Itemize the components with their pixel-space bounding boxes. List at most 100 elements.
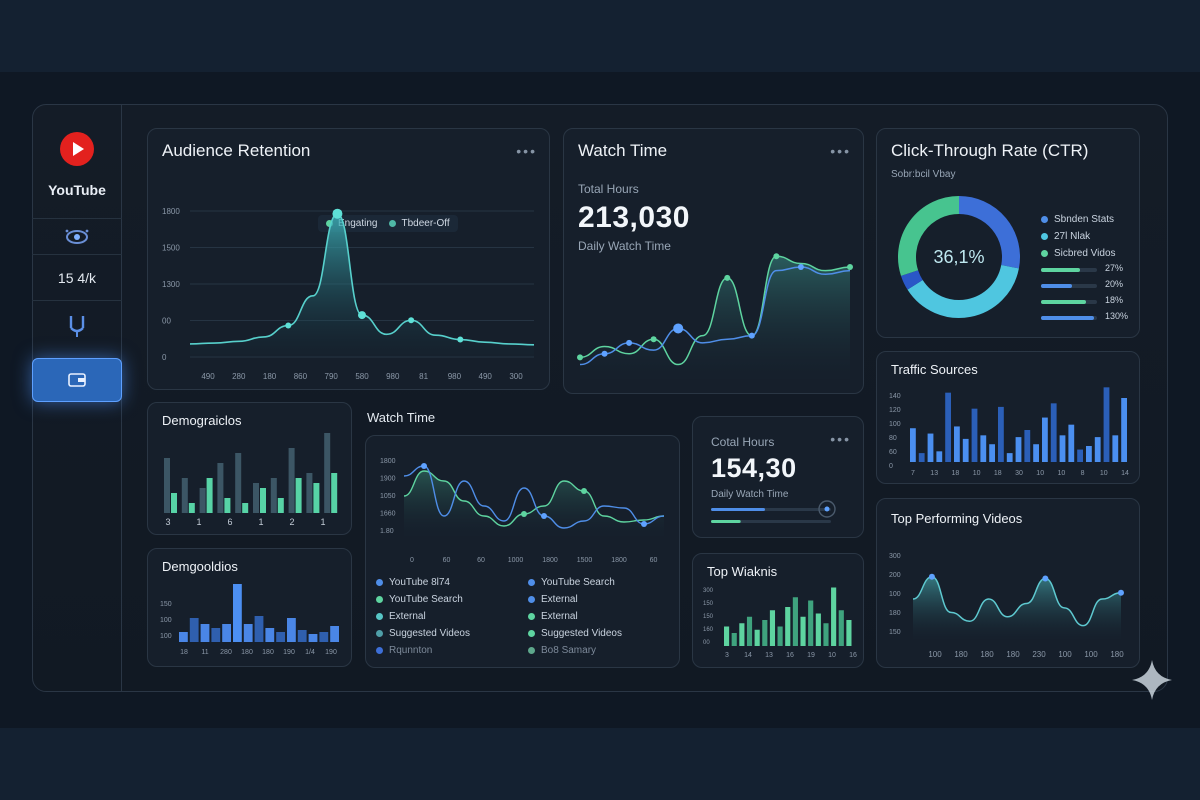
- retention-area: [190, 213, 534, 357]
- data-point: [673, 323, 684, 334]
- progress-fill: [711, 508, 765, 511]
- ctr-row-value: 130%: [1105, 311, 1129, 321]
- x-tick-label: 100: [928, 650, 942, 659]
- bar: [777, 626, 783, 646]
- progress-track: [711, 520, 831, 523]
- bar: [754, 629, 760, 646]
- x-tick-label: 280: [220, 649, 232, 656]
- x-tick-label: 10: [1100, 470, 1108, 477]
- top-videos-area: [913, 576, 1121, 639]
- bar: [808, 600, 814, 646]
- bar-green: [313, 483, 320, 513]
- card-title: Traffic Sources: [891, 362, 978, 377]
- sidebar-divider: [32, 254, 122, 255]
- total-hours-label: Total Hours: [578, 182, 639, 196]
- data-point: [1042, 575, 1049, 582]
- bar: [739, 623, 745, 646]
- y-tick-label: 1050: [380, 493, 396, 500]
- donut-slice: [898, 196, 960, 276]
- more-options-icon[interactable]: •••: [516, 143, 537, 159]
- x-tick-label: 580: [355, 372, 369, 381]
- bar: [1015, 437, 1022, 462]
- bar: [936, 451, 943, 462]
- x-tick-label: 190: [283, 649, 295, 656]
- bar: [319, 632, 329, 642]
- sidebar-item-wallet[interactable]: [32, 358, 122, 402]
- data-point: [577, 354, 583, 361]
- total-hours-label: Cotal Hours: [711, 435, 775, 449]
- legend-label: External: [541, 594, 578, 605]
- bar: [276, 632, 285, 642]
- sparkle-icon: [1132, 660, 1172, 700]
- bar-green: [224, 498, 231, 513]
- legend-item: Rqunnton: [376, 645, 432, 656]
- bar: [1112, 435, 1119, 462]
- legend-dot: [528, 579, 535, 586]
- data-point: [541, 513, 547, 519]
- x-tick-label: 180: [263, 372, 277, 381]
- youtube-logo-icon[interactable]: [60, 132, 94, 166]
- x-tick-label: 10: [973, 470, 981, 477]
- x-tick-label: 81: [419, 372, 428, 381]
- total-hours-card: Cotal Hours ••• 154,30 Daily Watch Time: [692, 416, 864, 538]
- legend-item: Bo8 Samary: [528, 645, 596, 656]
- data-point: [332, 208, 343, 219]
- traffic-sources-card: Traffic Sources 140 120 100 80 60 0 7 13 18 10 18 3…: [876, 351, 1140, 484]
- x-tick-label: 13: [765, 652, 773, 659]
- legend-label: Suggested Videos: [541, 628, 622, 639]
- legend-label: External: [541, 611, 578, 622]
- x-tick-label: 180: [1110, 650, 1124, 659]
- legend-label: YouTube 8l74: [389, 577, 450, 588]
- bar-dark: [181, 478, 188, 513]
- more-options-icon[interactable]: •••: [830, 143, 851, 159]
- card-title: Audience Retention: [162, 141, 311, 160]
- bar: [910, 428, 916, 462]
- ctr-row-value: 20%: [1105, 279, 1124, 289]
- bar-dark: [270, 478, 277, 513]
- bar: [1059, 435, 1066, 462]
- bar: [731, 633, 737, 646]
- bar-dark: [306, 473, 313, 513]
- y-tick-label: 100: [889, 421, 901, 428]
- x-tick-label: 11: [201, 649, 208, 656]
- microphone-icon[interactable]: [62, 310, 92, 340]
- bar-dark: [288, 448, 295, 513]
- eye-icon[interactable]: [62, 222, 92, 252]
- legend-dot: [528, 647, 535, 654]
- total-hours-value: 213,030: [578, 201, 690, 234]
- y-tick-label: 150: [703, 601, 714, 607]
- y-tick-label: 100: [160, 633, 172, 640]
- data-point: [626, 339, 633, 346]
- legend-dot: [376, 613, 383, 620]
- x-tick-label: 790: [325, 372, 339, 381]
- bar: [254, 616, 264, 642]
- donut-slice: [900, 270, 923, 290]
- legend-item: YouTube 8l74: [376, 577, 450, 588]
- top-weeks-card: Top Wiaknis 300 150 150 160 00 3 14 13 16 19 10 16: [692, 553, 864, 668]
- x-tick-label: 10: [1036, 470, 1044, 477]
- wallet-icon: [68, 373, 86, 387]
- more-options-icon[interactable]: •••: [830, 431, 851, 447]
- ctr-bar-fill: [1041, 268, 1081, 272]
- bar: [769, 610, 776, 646]
- bar: [287, 618, 296, 642]
- x-tick-label: 14: [1121, 470, 1129, 477]
- bar: [785, 607, 791, 646]
- y-tick-label: 1900: [380, 476, 396, 483]
- bar: [1024, 430, 1031, 462]
- top-videos-chart: 300 200 100 180 150 100 180 180 180 230 100 100 180: [889, 553, 1124, 659]
- x-tick-label: 180: [262, 649, 274, 656]
- bar: [1086, 446, 1092, 462]
- watch-progress-bar: [711, 500, 836, 523]
- y-tick-label: 0: [162, 353, 167, 362]
- y-tick-label: 160: [703, 627, 714, 633]
- bar-green: [171, 493, 177, 513]
- card-title: Demgooldios: [162, 559, 238, 574]
- data-point: [581, 488, 587, 494]
- bar: [762, 620, 768, 646]
- ctr-donut-chart: [898, 196, 1020, 318]
- watch-time-detail-card: 1800 1900 1050 1660 1.80 0 60 60 1000 1800 1500 180…: [365, 435, 680, 668]
- donut-slice: [907, 264, 1019, 318]
- y-tick-label: 00: [162, 317, 171, 326]
- bar: [831, 587, 837, 646]
